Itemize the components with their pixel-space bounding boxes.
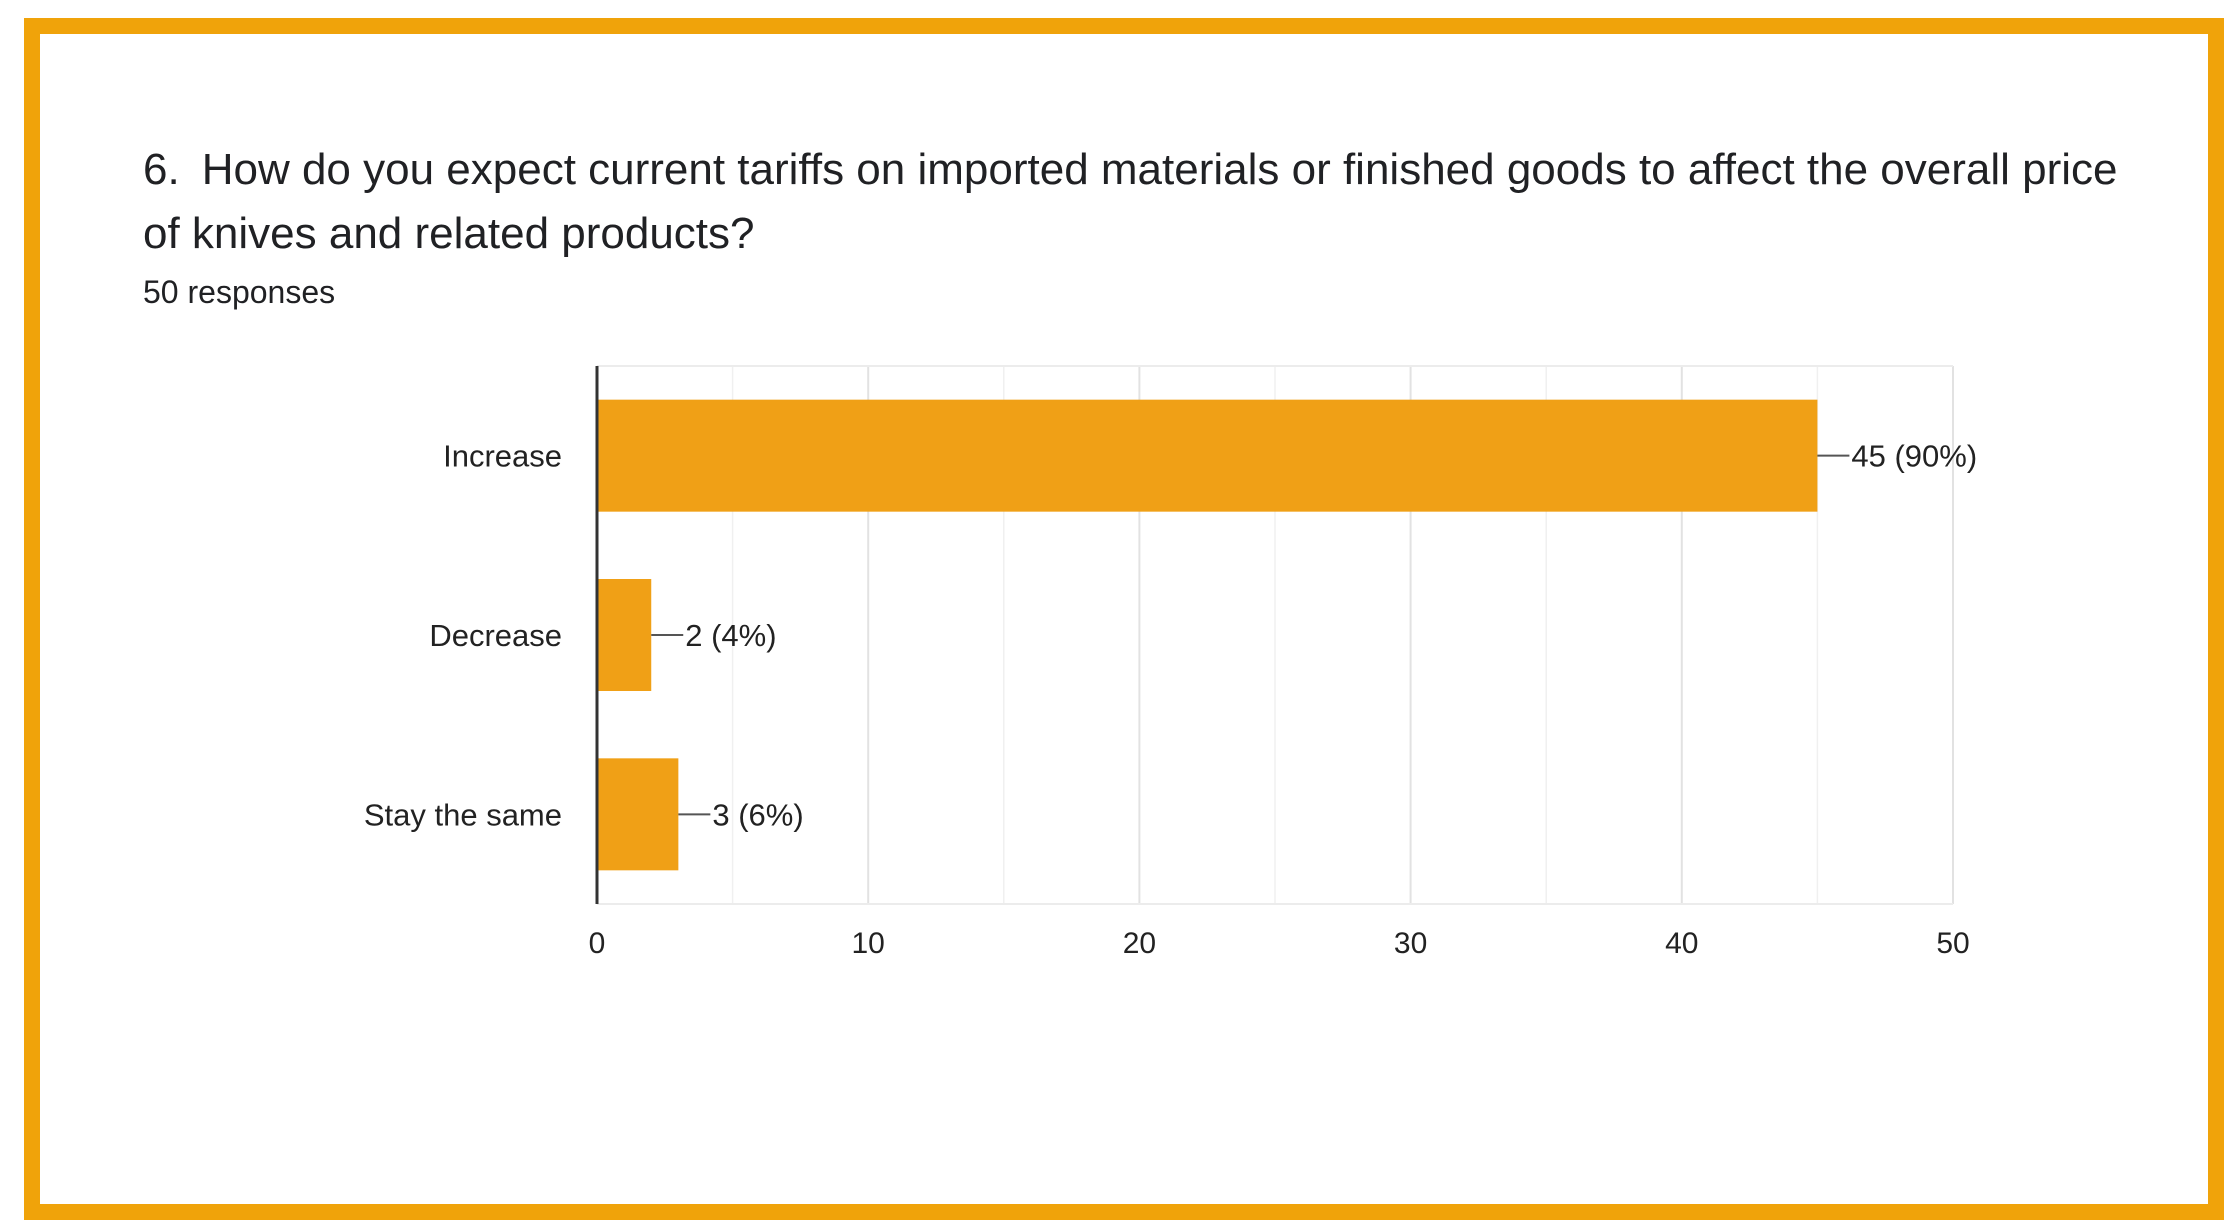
question-text: How do you expect current tariffs on imp… [143,145,2118,258]
labels: 45 (90%) Increase 2 (4%) Decrease 3 (6%) Stay… [364,439,1977,960]
bar-stay-the-same [597,758,679,871]
x-tick-label: 0 [589,927,606,960]
x-tick-label: 50 [1936,927,1969,960]
data-label: 2 (4%) [685,618,776,653]
bar-increase [597,399,1818,512]
response-count: 50 responses [143,274,336,310]
question-title: 6. How do you expect current tariffs on i… [143,138,2143,266]
category-label: Increase [443,439,562,474]
category-label: Stay the same [364,797,562,832]
card-frame [24,18,2224,1220]
bar-decrease [597,579,652,691]
category-label: Decrease [429,618,562,653]
x-tick-label: 10 [852,927,885,960]
x-tick-label: 20 [1123,927,1156,960]
data-label: 3 (6%) [712,797,803,832]
x-tick-label: 40 [1665,927,1698,960]
bars [597,399,1818,871]
data-label: 45 (90%) [1851,439,1977,474]
x-tick-label: 30 [1394,927,1427,960]
question-number: 6. [143,145,180,194]
